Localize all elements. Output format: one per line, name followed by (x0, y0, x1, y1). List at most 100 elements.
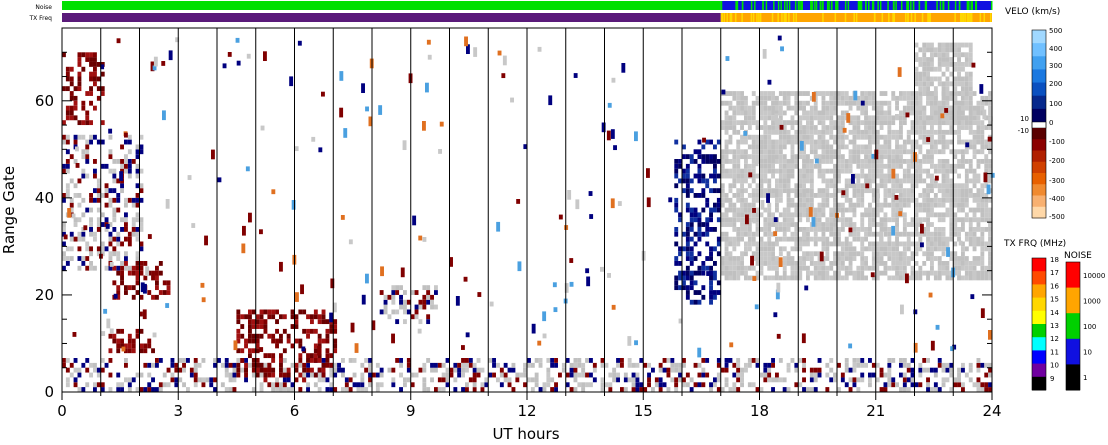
scatter-cell (786, 197, 791, 203)
scatter-cell (116, 372, 121, 378)
scatter-cell (949, 163, 954, 169)
scatter-cell (937, 362, 942, 368)
scatter-cell (600, 362, 605, 368)
scatter-cell (786, 91, 791, 96)
scatter-cell (507, 367, 512, 373)
scatter-cell (85, 256, 90, 261)
scatter-cell (426, 319, 431, 325)
scatter-cell (782, 110, 787, 116)
scatter-cell (910, 149, 915, 155)
scatter-cell (782, 183, 787, 189)
scatter-cell (864, 110, 868, 116)
scatter-cell (829, 154, 834, 160)
scatter-cell (747, 241, 752, 247)
scatter-cell (899, 120, 903, 126)
scatter-cell (368, 367, 372, 373)
isolated-echo (191, 223, 196, 228)
scatter-cell (139, 294, 144, 300)
scatter-cell (732, 110, 737, 116)
scatter-cell (941, 251, 946, 257)
scatter-cell (709, 270, 713, 276)
scatter-cell (848, 246, 853, 252)
scatter-cell (771, 193, 775, 198)
noise-strip-speckle (900, 1, 903, 10)
isolated-echo (760, 200, 765, 210)
scatter-cell (875, 231, 880, 237)
scatter-cell (674, 163, 679, 169)
scatter-cell (980, 231, 985, 237)
scatter-cell (189, 367, 194, 373)
scatter-cell (635, 362, 640, 368)
scatter-cell (255, 358, 260, 363)
scatter-cell (887, 115, 892, 121)
scatter-cell (786, 207, 791, 213)
scatter-cell (887, 125, 892, 130)
scatter-cell (980, 256, 985, 261)
scatter-cell (767, 129, 772, 135)
scatter-cell (709, 159, 713, 164)
scatter-cell (62, 256, 66, 261)
scatter-cell (116, 338, 121, 344)
scatter-cell (360, 387, 365, 392)
scatter-cell (131, 343, 136, 349)
scatter-cell (926, 241, 930, 247)
scatter-cell (860, 134, 865, 140)
scatter-cell (825, 178, 830, 184)
scatter-cell (527, 377, 531, 383)
scatter-cell (647, 382, 651, 388)
scatter-cell (244, 362, 248, 368)
scatter-cell (736, 173, 741, 179)
scatter-cell (918, 110, 923, 116)
scatter-cell (426, 387, 431, 392)
scatter-cell (918, 173, 923, 179)
scatter-cell (255, 338, 260, 344)
scatter-cell (310, 328, 314, 334)
scatter-cell (135, 256, 140, 261)
isolated-echo (365, 106, 369, 112)
scatter-cell (693, 207, 698, 213)
scatter-cell (957, 367, 961, 373)
txfreq-strip-speckle (893, 13, 896, 22)
isolated-echo (105, 224, 110, 229)
scatter-cell (240, 324, 245, 329)
scatter-cell (798, 207, 803, 213)
scatter-cell (964, 105, 969, 111)
scatter-cell (848, 387, 853, 392)
txfrq-scale-label: 13 (1050, 322, 1059, 330)
scatter-cell (937, 246, 942, 252)
scatter-cell (802, 139, 806, 145)
scatter-cell (724, 212, 729, 218)
scatter-cell (972, 91, 977, 96)
scatter-cell (724, 231, 729, 237)
scatter-cell (980, 275, 985, 281)
noise-scale-label: 1000 (1083, 297, 1101, 305)
scatter-cell (736, 227, 741, 232)
scatter-cell (902, 178, 907, 184)
scatter-cell (740, 270, 744, 276)
scatter-cell (85, 120, 90, 126)
scatter-cell (689, 251, 694, 257)
scatter-cell (945, 275, 950, 281)
scatter-cell (953, 100, 958, 106)
isolated-echo (517, 261, 522, 272)
scatter-cell (891, 134, 896, 140)
scatter-cell (127, 236, 132, 242)
scatter-cell (732, 163, 737, 169)
scatter-cell (961, 265, 965, 271)
scatter-cell (73, 86, 78, 92)
scatter-cell (759, 154, 764, 160)
scatter-cell (325, 319, 330, 325)
scatter-cell (589, 358, 593, 363)
scatter-cell (930, 265, 934, 271)
scatter-cell (922, 105, 927, 111)
scatter-cell (736, 105, 741, 111)
scatter-cell (120, 261, 124, 266)
scatter-cell (941, 120, 946, 126)
scatter-cell (961, 95, 965, 101)
scatter-cell (953, 212, 958, 218)
scatter-cell (701, 265, 706, 271)
y-tick-label: 60 (35, 92, 54, 110)
scatter-cell (871, 100, 876, 106)
scatter-cell (391, 377, 396, 383)
txfreq-strip-speckle (907, 13, 909, 22)
